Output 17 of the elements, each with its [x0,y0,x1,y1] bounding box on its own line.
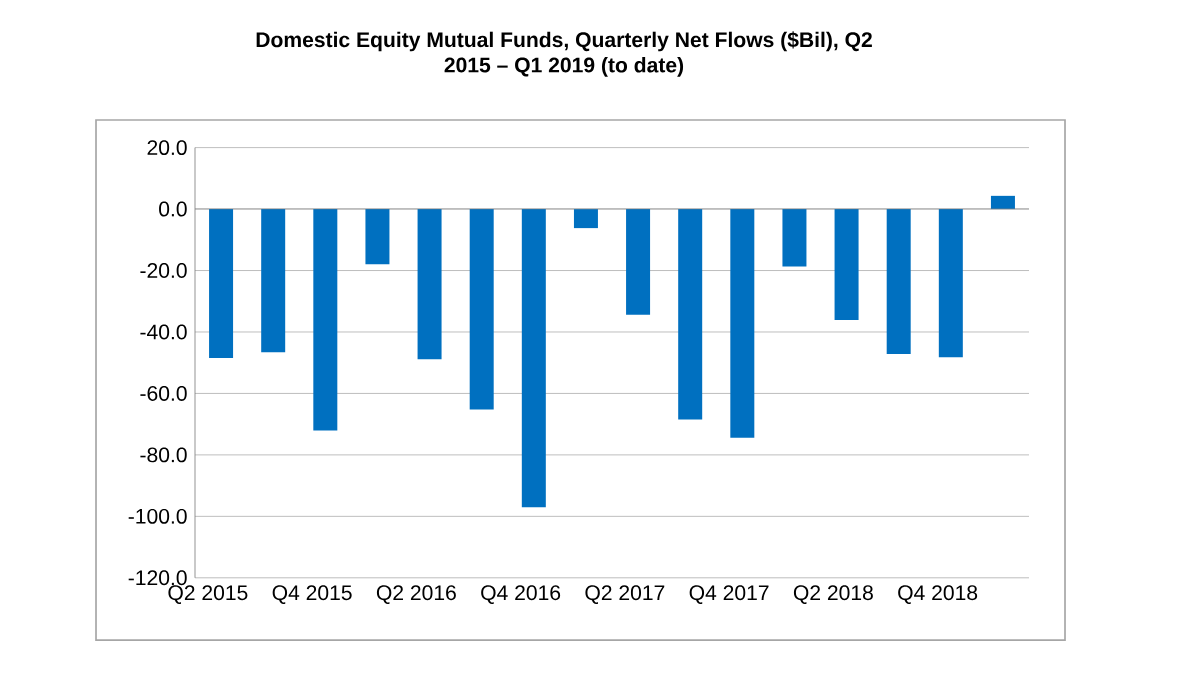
y-tick-label: -60.0 [140,385,187,401]
x-tick-label: Q4 2015 [272,585,352,604]
chart-title: Domestic Equity Mutual Funds, Quarterly Net Flows ($Bil), Q2 2015 – Q1 2019 (to date) [256,31,872,77]
y-tick-label: -20.0 [140,263,187,278]
x-tick-label: Q4 2018 [898,585,978,604]
y-tick-label: -40.0 [140,324,187,340]
y-tick-label: -120.0 [128,570,187,586]
x-tick-label: Q2 2016 [376,585,456,604]
x-tick-label: Q4 2017 [689,585,769,604]
y-tick-label: 20.0 [147,140,187,156]
y-tick-label: 0.0 [159,201,187,217]
y-tick-label: -100.0 [128,508,187,524]
x-tick-label: Q4 2016 [481,585,561,604]
x-tick-label: Q2 2017 [585,585,665,604]
y-tick-label: -80.0 [140,447,187,463]
x-tick-label: Q2 2018 [793,585,873,604]
x-tick-label: Q2 2015 [168,585,248,604]
